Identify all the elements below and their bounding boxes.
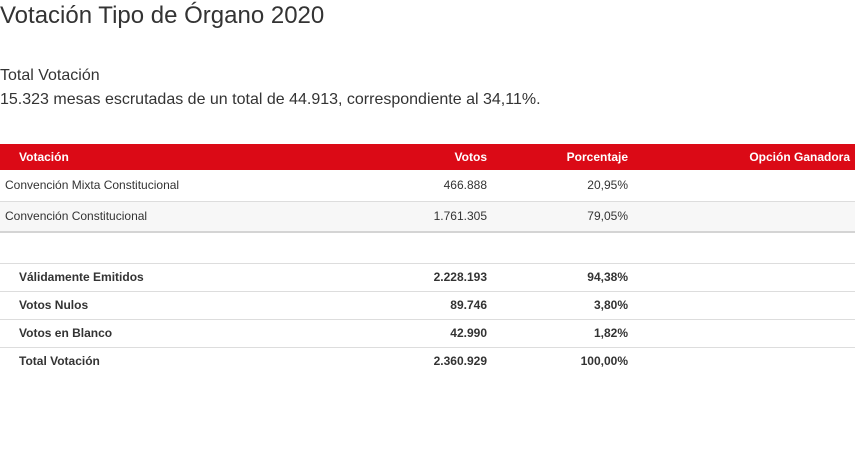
totals-label: Votos Nulos [0, 291, 410, 320]
option-percentage: 79,05% [495, 201, 636, 233]
totals-label: Válidamente Emitidos [0, 263, 410, 292]
column-header-votacion: Votación [19, 150, 69, 164]
column-header-votos: Votos [454, 150, 487, 164]
results-table: Votación Votos Porcentaje Opción Ganador… [0, 144, 855, 375]
option-name: Convención Mixta Constitucional [0, 170, 410, 202]
totals-row: Votos Nulos 89.746 3,80% [0, 291, 855, 320]
totals-label: Total Votación [19, 354, 100, 369]
table-header-row: Votación Votos Porcentaje Opción Ganador… [0, 144, 855, 170]
totals-percentage: 3,80% [495, 291, 636, 320]
totals-row: Votos en Blanco 42.990 1,82% [0, 319, 855, 348]
column-header-porcentaje: Porcentaje [566, 150, 628, 164]
scrutiny-summary: 15.323 mesas escrutadas de un total de 4… [0, 91, 541, 108]
option-votes: 466.888 [410, 170, 495, 202]
page-title: Votación Tipo de Órgano 2020 [0, 2, 325, 29]
option-row: Convención Mixta Constitucional 466.888 … [0, 170, 855, 202]
section-title: Total Votación [0, 67, 100, 84]
option-row: Convención Constitucional 1.761.305 79,0… [0, 201, 855, 233]
option-winner [636, 170, 855, 202]
totals-votes: 2.360.929 [433, 354, 487, 369]
option-votes: 1.761.305 [410, 201, 495, 233]
option-percentage: 20,95% [495, 170, 636, 202]
column-header-opcion-ganadora: Opción Ganadora [749, 150, 850, 164]
totals-votes: 89.746 [410, 291, 495, 320]
totals-percentage: 100,00% [580, 354, 628, 369]
totals-row: Válidamente Emitidos 2.228.193 94,38% [0, 263, 855, 292]
option-winner [636, 201, 855, 233]
totals-percentage: 1,82% [495, 319, 636, 348]
totals-votes: 42.990 [410, 319, 495, 348]
table-separator [0, 232, 855, 264]
option-name: Convención Constitucional [0, 201, 410, 233]
totals-percentage: 94,38% [495, 263, 636, 292]
totals-label: Votos en Blanco [0, 319, 410, 348]
totals-votes: 2.228.193 [410, 263, 495, 292]
totals-row: Total Votación 2.360.929 100,00% [0, 347, 855, 375]
